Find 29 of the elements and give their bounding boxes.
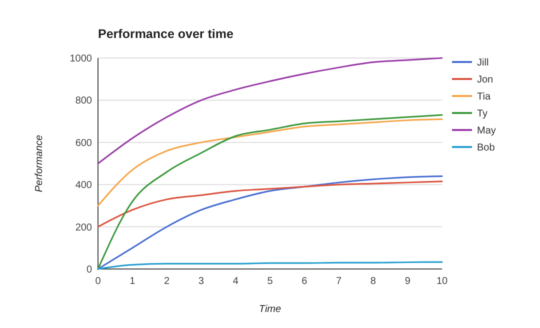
x-tick-label: 1 <box>130 276 136 287</box>
legend-label: Bob <box>477 142 496 154</box>
line-series <box>97 57 443 164</box>
legend-label: Ty <box>477 108 488 120</box>
x-tick-label: 9 <box>404 276 411 287</box>
legend-label: Jill <box>477 58 489 68</box>
x-tick-label: 8 <box>370 276 376 287</box>
x-axis-title: Time <box>258 304 282 315</box>
line-series <box>97 118 443 206</box>
x-tick-label: 2 <box>164 276 170 287</box>
y-tick-label: 1000 <box>70 54 92 64</box>
x-tick-label: 4 <box>232 276 239 287</box>
y-tick-label: 600 <box>75 138 92 149</box>
line-series <box>97 180 443 228</box>
x-tick-label: 6 <box>302 276 308 287</box>
x-tick-label: 0 <box>95 276 102 287</box>
y-tick-label: 0 <box>86 264 92 276</box>
y-tick-label: 200 <box>75 222 92 234</box>
x-tick-label: 3 <box>198 276 204 287</box>
x-tick-label: 10 <box>436 276 448 287</box>
y-axis-title: Performance <box>34 134 45 192</box>
y-tick-label: 800 <box>75 96 92 107</box>
x-tick-label: 5 <box>267 276 274 287</box>
legend-label: Tia <box>477 92 491 102</box>
legend-label: May <box>477 126 496 136</box>
chart-title: Performance over time <box>98 27 234 41</box>
legend-label: Jon <box>477 74 494 86</box>
x-tick-label: 7 <box>336 276 342 287</box>
y-tick-label: 400 <box>75 180 92 192</box>
